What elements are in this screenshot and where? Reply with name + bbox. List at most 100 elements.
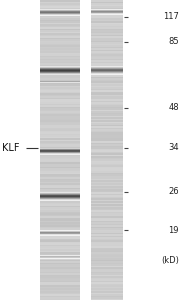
Bar	[90, 8, 123, 10]
Bar	[40, 177, 80, 179]
Bar	[40, 149, 80, 150]
Bar	[90, 66, 123, 68]
Bar	[90, 150, 123, 152]
Bar	[40, 198, 80, 199]
Bar	[90, 201, 123, 203]
Bar	[40, 106, 80, 109]
Bar	[40, 267, 80, 269]
Bar	[90, 276, 123, 278]
Bar	[90, 141, 123, 143]
Bar	[40, 4, 80, 7]
Bar	[40, 196, 80, 197]
Bar	[40, 142, 80, 145]
Bar	[40, 228, 80, 230]
Bar	[40, 234, 80, 235]
Bar	[90, 84, 123, 86]
Bar	[40, 12, 80, 13]
Bar	[90, 66, 123, 67]
Bar	[90, 240, 123, 242]
Bar	[40, 282, 80, 284]
Bar	[90, 38, 123, 40]
Bar	[90, 262, 123, 265]
Bar	[40, 68, 80, 69]
Bar	[40, 14, 80, 15]
Bar	[90, 180, 123, 182]
Bar	[90, 134, 123, 136]
Bar	[40, 255, 80, 256]
Bar	[90, 242, 123, 244]
Bar	[40, 20, 80, 22]
Bar	[90, 122, 123, 124]
Bar	[40, 46, 80, 49]
Bar	[40, 26, 80, 28]
Bar	[90, 16, 123, 19]
Bar	[90, 11, 123, 12]
Bar	[40, 266, 80, 268]
Bar	[40, 50, 80, 52]
Bar	[40, 153, 80, 154]
Bar	[90, 39, 123, 41]
Bar	[90, 90, 123, 92]
Bar	[40, 93, 80, 95]
Bar	[90, 72, 123, 73]
Bar	[40, 67, 80, 68]
Bar	[90, 130, 123, 133]
Bar	[40, 11, 80, 12]
Bar	[40, 45, 80, 47]
Bar	[40, 68, 80, 70]
Bar	[40, 232, 80, 233]
Bar	[40, 235, 80, 236]
Bar	[90, 207, 123, 209]
Bar	[90, 15, 123, 17]
Bar	[40, 261, 80, 263]
Bar	[40, 199, 80, 200]
Bar	[40, 69, 80, 70]
Bar	[90, 208, 123, 211]
Bar	[40, 220, 80, 223]
Bar	[90, 298, 123, 300]
Bar	[40, 141, 80, 143]
Bar	[90, 129, 123, 131]
Bar	[90, 71, 123, 72]
Bar	[40, 230, 80, 231]
Bar	[90, 147, 123, 149]
Bar	[40, 82, 80, 83]
Bar	[90, 297, 123, 299]
Bar	[90, 264, 123, 266]
Bar	[40, 48, 80, 50]
Bar	[90, 169, 123, 172]
Bar	[40, 201, 80, 203]
Bar	[40, 219, 80, 221]
Bar	[40, 195, 80, 197]
Bar	[90, 12, 123, 13]
Bar	[40, 81, 80, 82]
Bar	[40, 72, 80, 73]
Bar	[90, 267, 123, 269]
Bar	[40, 278, 80, 280]
Bar	[40, 246, 80, 248]
Bar	[90, 198, 123, 200]
Bar	[40, 81, 80, 82]
Bar	[90, 94, 123, 97]
Bar	[40, 258, 80, 259]
Bar	[90, 160, 123, 163]
Bar	[40, 183, 80, 185]
Bar	[40, 74, 80, 75]
Bar	[40, 230, 80, 232]
Bar	[80, 0, 90, 300]
Bar	[40, 40, 80, 43]
Bar	[40, 15, 80, 16]
Bar	[40, 81, 80, 83]
Bar	[40, 102, 80, 104]
Bar	[90, 210, 123, 212]
Bar	[90, 70, 123, 73]
Bar	[40, 111, 80, 113]
Bar	[90, 18, 123, 20]
Bar	[40, 159, 80, 161]
Bar	[40, 165, 80, 167]
Bar	[90, 238, 123, 241]
Bar	[40, 87, 80, 89]
Bar	[40, 256, 80, 257]
Bar	[90, 68, 123, 69]
Bar	[90, 10, 123, 11]
